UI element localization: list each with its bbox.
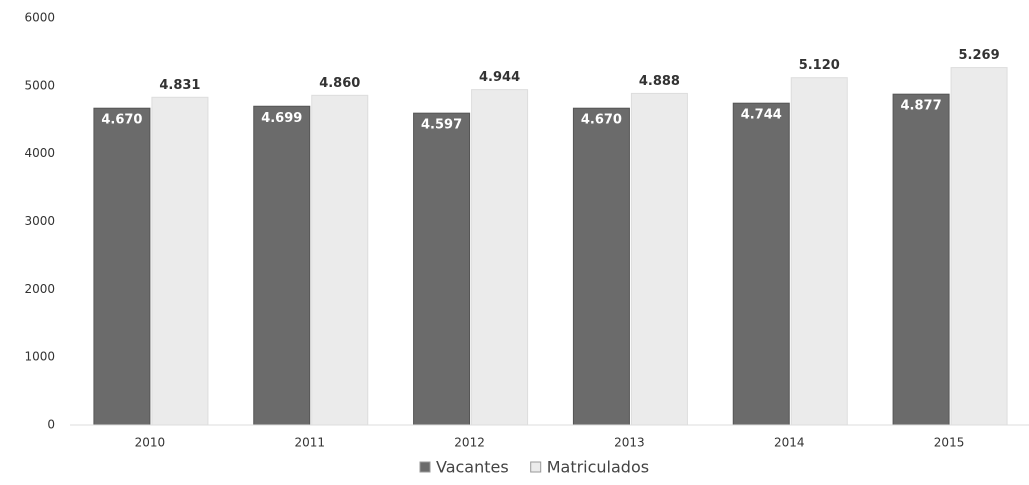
value-label: 4.597 <box>421 118 462 133</box>
value-label: 4.670 <box>101 113 142 128</box>
value-label: 4.831 <box>159 78 200 93</box>
bar <box>93 107 151 426</box>
bar <box>413 112 471 426</box>
value-label: 5.120 <box>799 58 840 73</box>
value-label: 4.860 <box>319 76 360 91</box>
value-label: 4.888 <box>639 74 680 89</box>
y-tick-label: 6000 <box>24 11 55 25</box>
bar <box>151 96 209 426</box>
bar <box>471 89 529 426</box>
x-tick-label: 2013 <box>614 436 645 450</box>
y-tick-label: 1000 <box>24 350 55 364</box>
bar <box>311 94 369 426</box>
legend-swatch <box>419 461 431 473</box>
bar <box>253 105 311 426</box>
y-tick-label: 0 <box>47 418 55 432</box>
value-label: 5.269 <box>959 48 1000 63</box>
bar <box>892 93 950 426</box>
x-tick-label: 2015 <box>934 436 965 450</box>
value-label: 4.670 <box>581 113 622 128</box>
x-tick-label: 2011 <box>294 436 325 450</box>
y-tick-label: 4000 <box>24 146 55 160</box>
y-tick-label: 2000 <box>24 282 55 296</box>
value-label: 4.699 <box>261 111 302 126</box>
legend-label: Matriculados <box>547 458 649 477</box>
value-label: 4.744 <box>741 108 782 123</box>
legend-label: Vacantes <box>436 458 509 477</box>
bar <box>950 67 1008 426</box>
value-label: 4.944 <box>479 70 520 85</box>
x-tick-label: 2012 <box>454 436 485 450</box>
bar <box>572 107 630 426</box>
bar <box>732 102 790 426</box>
value-label: 4.877 <box>901 99 942 114</box>
x-tick-label: 2014 <box>774 436 805 450</box>
legend-swatch <box>530 461 542 473</box>
y-tick-label: 5000 <box>24 78 55 92</box>
x-tick-label: 2010 <box>135 436 166 450</box>
bar <box>630 92 688 426</box>
bar <box>790 77 848 426</box>
y-tick-label: 3000 <box>24 214 55 228</box>
